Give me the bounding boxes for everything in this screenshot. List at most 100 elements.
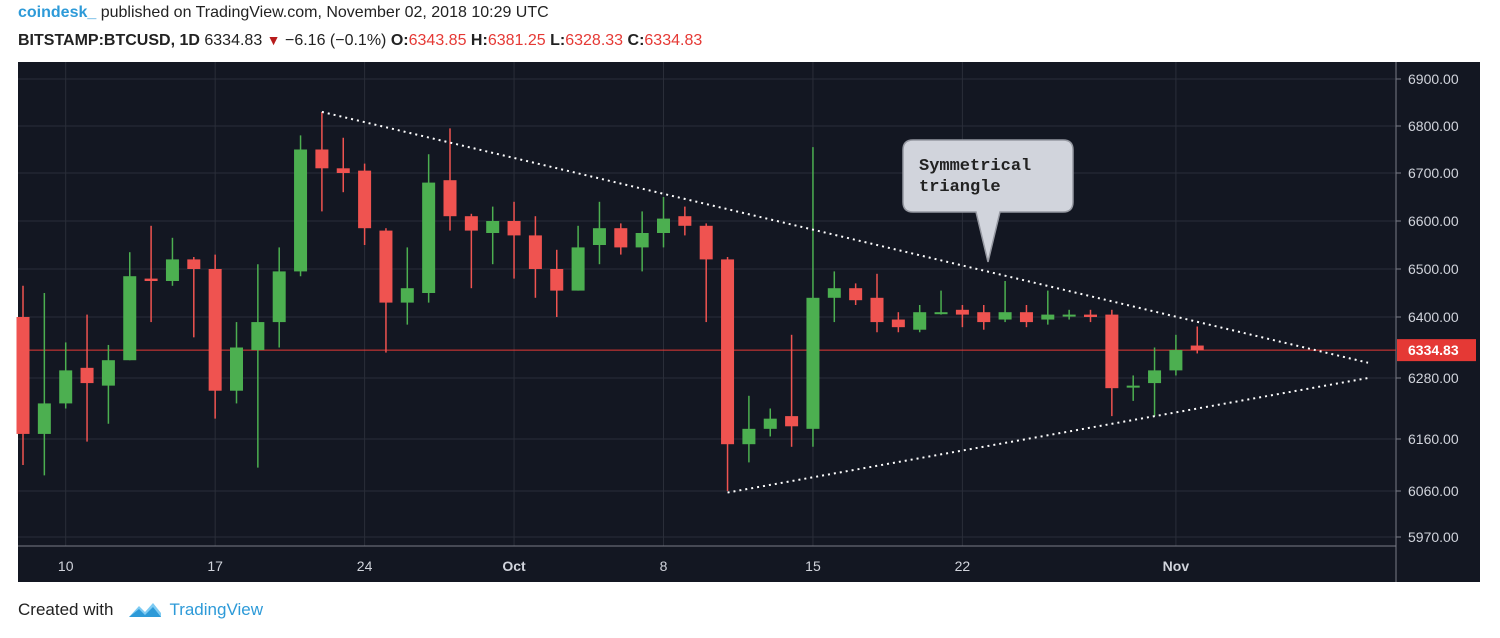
- candle-body[interactable]: [80, 367, 94, 384]
- candle-body[interactable]: [891, 319, 905, 328]
- candle-body[interactable]: [1019, 312, 1033, 323]
- candle-body[interactable]: [37, 403, 51, 434]
- candle-body[interactable]: [1105, 314, 1119, 389]
- candle-body[interactable]: [614, 228, 628, 248]
- candle-body[interactable]: [742, 428, 756, 445]
- candle-body[interactable]: [827, 288, 841, 298]
- price-tick-label: 6500.00: [1408, 261, 1459, 277]
- current-price: 6334.83: [204, 32, 263, 49]
- candle-body[interactable]: [977, 312, 991, 323]
- candle-body[interactable]: [294, 149, 308, 272]
- candle-body[interactable]: [849, 288, 863, 301]
- tradingview-logo-icon: [129, 603, 162, 617]
- candle-body[interactable]: [955, 309, 969, 315]
- candle-body[interactable]: [101, 360, 115, 386]
- candle-body[interactable]: [208, 269, 222, 391]
- candle-body[interactable]: [422, 182, 436, 293]
- callout-text: triangle: [919, 178, 1001, 197]
- time-tick-label: Nov: [1163, 558, 1190, 574]
- time-tick-label: Oct: [502, 558, 526, 574]
- candle-body[interactable]: [763, 418, 777, 429]
- candle-body[interactable]: [1190, 345, 1204, 351]
- time-tick-label: 15: [805, 558, 821, 574]
- candle-body[interactable]: [657, 218, 670, 233]
- candle-body[interactable]: [571, 247, 585, 291]
- candle-body[interactable]: [913, 312, 927, 330]
- price-tick-label: 6400.00: [1408, 309, 1459, 325]
- callout-bubble[interactable]: [902, 139, 1074, 263]
- candle-body[interactable]: [336, 168, 350, 173]
- high-label: H:: [470, 32, 488, 49]
- close-label: C:: [627, 32, 645, 49]
- low-value: 6328.33: [565, 32, 624, 49]
- candle-body[interactable]: [464, 216, 478, 231]
- callout-text: Symmetrical: [919, 157, 1031, 176]
- tradingview-brand[interactable]: TradingView: [169, 600, 263, 619]
- candle-body[interactable]: [550, 269, 564, 291]
- candle-body[interactable]: [230, 347, 243, 391]
- candle-body[interactable]: [806, 297, 820, 429]
- candle-body[interactable]: [507, 221, 521, 236]
- candle-body[interactable]: [123, 276, 137, 361]
- created-with-text: Created with: [18, 600, 114, 619]
- candle-body[interactable]: [998, 312, 1012, 320]
- candle-body[interactable]: [699, 225, 713, 260]
- publish-text: published on TradingView.com, November 0…: [100, 4, 549, 21]
- candle-body[interactable]: [1169, 350, 1183, 371]
- candle-body[interactable]: [1126, 385, 1140, 388]
- candle-body[interactable]: [315, 149, 329, 169]
- candle-body[interactable]: [251, 322, 265, 351]
- price-tick-label: 6600.00: [1408, 213, 1459, 229]
- candle-body[interactable]: [165, 259, 179, 281]
- candle-body[interactable]: [187, 259, 201, 269]
- current-price-label: 6334.83: [1408, 342, 1459, 358]
- high-value: 6381.25: [487, 32, 546, 49]
- price-tick-label: 6800.00: [1408, 118, 1459, 134]
- candle-body[interactable]: [870, 297, 884, 323]
- chart-background: [18, 62, 1480, 582]
- candle-body[interactable]: [635, 233, 649, 248]
- symbol-info: BITSTAMP:BTCUSD, 1D 6334.83 ▼ −6.16 (−0.…: [18, 32, 702, 50]
- time-tick-label: 10: [58, 558, 74, 574]
- open-value: 6343.85: [408, 32, 467, 49]
- triangle-lower-trendline[interactable]: [727, 377, 1369, 494]
- time-tick-label: 8: [660, 558, 668, 574]
- candle-body[interactable]: [1062, 314, 1076, 317]
- candle-body[interactable]: [59, 370, 73, 404]
- time-tick-label: 17: [207, 558, 223, 574]
- current-price-badge: [1397, 339, 1476, 362]
- candle-body[interactable]: [1148, 370, 1162, 384]
- candle-body[interactable]: [379, 230, 393, 303]
- candle-body[interactable]: [785, 416, 799, 427]
- price-tick-label: 6900.00: [1408, 71, 1459, 87]
- price-change: −6.16 (−0.1%): [284, 32, 387, 49]
- symbol-label: BITSTAMP:BTCUSD, 1D: [18, 32, 200, 49]
- price-tick-label: 6160.00: [1408, 431, 1459, 447]
- chart-publish-info: coindesk_ published on TradingView.com, …: [18, 4, 549, 22]
- time-tick-label: 22: [955, 558, 971, 574]
- time-tick-label: 24: [357, 558, 373, 574]
- open-label: O:: [390, 32, 409, 49]
- candle-body[interactable]: [16, 317, 30, 434]
- author-name[interactable]: coindesk_: [18, 4, 97, 21]
- candle-body[interactable]: [486, 221, 500, 233]
- price-tick-label: 5970.00: [1408, 529, 1459, 545]
- candle-body[interactable]: [721, 259, 735, 445]
- price-tick-label: 6700.00: [1408, 165, 1459, 181]
- candle-body[interactable]: [678, 216, 692, 226]
- low-label: L:: [550, 32, 566, 49]
- close-value: 6334.83: [644, 32, 703, 49]
- candle-body[interactable]: [1084, 314, 1097, 317]
- candle-body[interactable]: [443, 180, 457, 217]
- candle-body[interactable]: [1041, 314, 1055, 320]
- price-tick-label: 6280.00: [1408, 370, 1459, 386]
- candle-body[interactable]: [592, 228, 606, 245]
- price-tick-label: 6060.00: [1408, 483, 1459, 499]
- candle-body[interactable]: [528, 235, 542, 269]
- candle-body[interactable]: [144, 278, 158, 281]
- candle-body[interactable]: [358, 170, 372, 229]
- candle-body[interactable]: [272, 271, 286, 323]
- candle-body[interactable]: [400, 288, 414, 303]
- candle-body[interactable]: [934, 312, 948, 315]
